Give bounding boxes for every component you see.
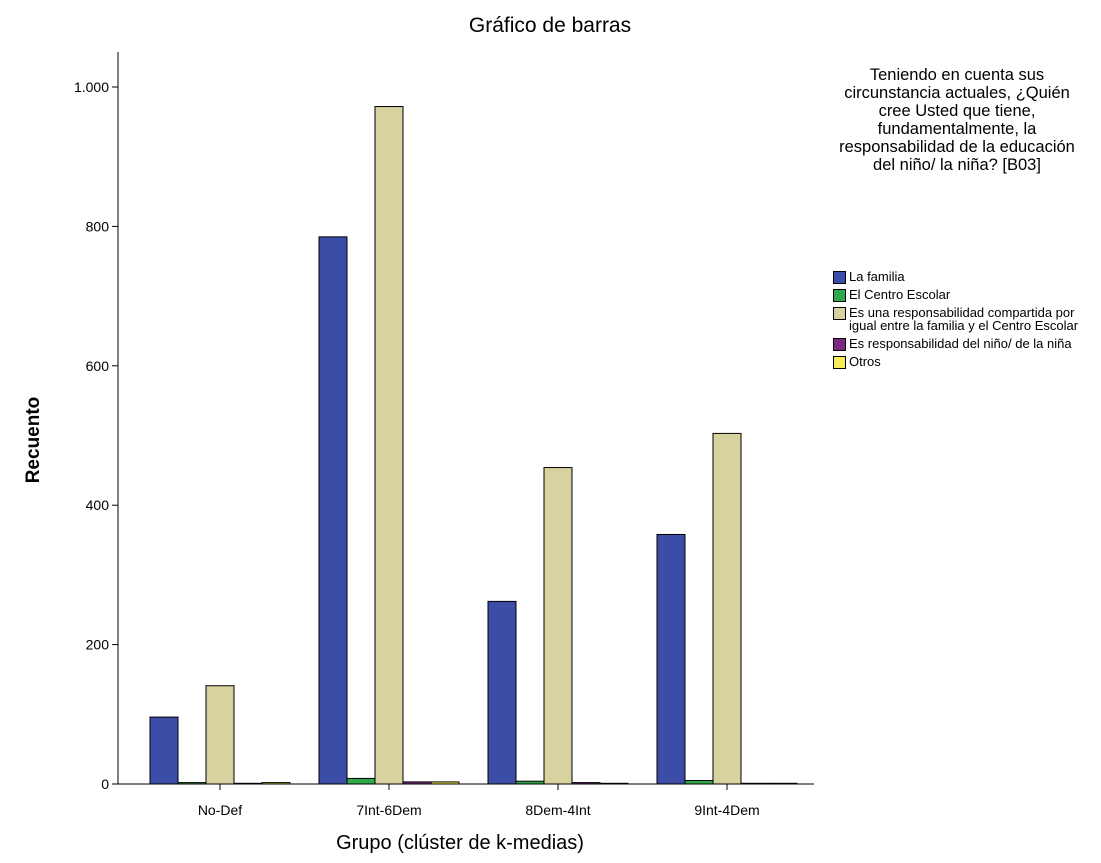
y-tick-label: 0 <box>101 776 109 792</box>
bar <box>261 782 291 785</box>
bar <box>374 106 404 785</box>
legend-label: Es una responsabilidad compartida por ig… <box>849 305 1079 333</box>
legend: La familia El Centro Escolar Es una respon… <box>833 270 1098 373</box>
bar-chart: 0 200 400 600 800 1.000 No-Def 7Int-6Dem 8Dem-4I… <box>74 52 814 818</box>
legend-label: El Centro Escolar <box>849 287 951 302</box>
bar <box>346 777 376 785</box>
legend-item: La familia <box>833 269 1098 284</box>
bar <box>684 780 714 785</box>
bar <box>430 781 460 785</box>
legend-swatch <box>833 271 846 284</box>
bar <box>712 432 742 785</box>
x-tick-label: No-Def <box>198 802 242 818</box>
legend-item: Es responsabilidad del niño/ de la niña <box>833 336 1098 351</box>
legend-swatch <box>833 307 846 320</box>
bar <box>149 716 179 785</box>
bar <box>740 782 770 785</box>
bar <box>318 236 348 785</box>
x-tick-label: 7Int-6Dem <box>356 802 421 818</box>
bar <box>402 781 432 785</box>
legend-swatch <box>833 356 846 369</box>
legend-item: El Centro Escolar <box>833 287 1098 302</box>
bar <box>656 533 686 785</box>
bar <box>543 467 573 785</box>
bar <box>515 780 545 785</box>
bar <box>571 782 601 785</box>
legend-item: Otros <box>833 354 1098 369</box>
legend-swatch <box>833 338 846 351</box>
y-tick-label: 1.000 <box>74 79 109 95</box>
chart-title: Gráfico de barras <box>468 14 632 37</box>
bar <box>205 685 235 785</box>
bar <box>487 600 517 785</box>
bar <box>233 782 263 785</box>
legend-item: Es una responsabilidad compartida por ig… <box>833 306 1098 332</box>
legend-title: Teniendo en cuenta sus circunstancia act… <box>839 66 1075 174</box>
legend-label: La familia <box>849 269 905 284</box>
bar <box>599 782 629 785</box>
legend-label: Otros <box>849 354 881 369</box>
legend-label: Es responsabilidad del niño/ de la niña <box>849 336 1072 351</box>
y-tick-label: 400 <box>86 497 110 513</box>
y-tick-label: 600 <box>86 358 110 374</box>
x-axis-label: Grupo (clúster de k-medias) <box>336 832 584 854</box>
bar <box>177 782 207 785</box>
x-tick-label: 9Int-4Dem <box>694 802 759 818</box>
legend-swatch <box>833 289 846 302</box>
y-tick-label: 800 <box>86 218 110 234</box>
y-tick-label: 200 <box>86 637 110 653</box>
x-tick-label: 8Dem-4Int <box>525 802 590 818</box>
bar <box>768 782 798 785</box>
